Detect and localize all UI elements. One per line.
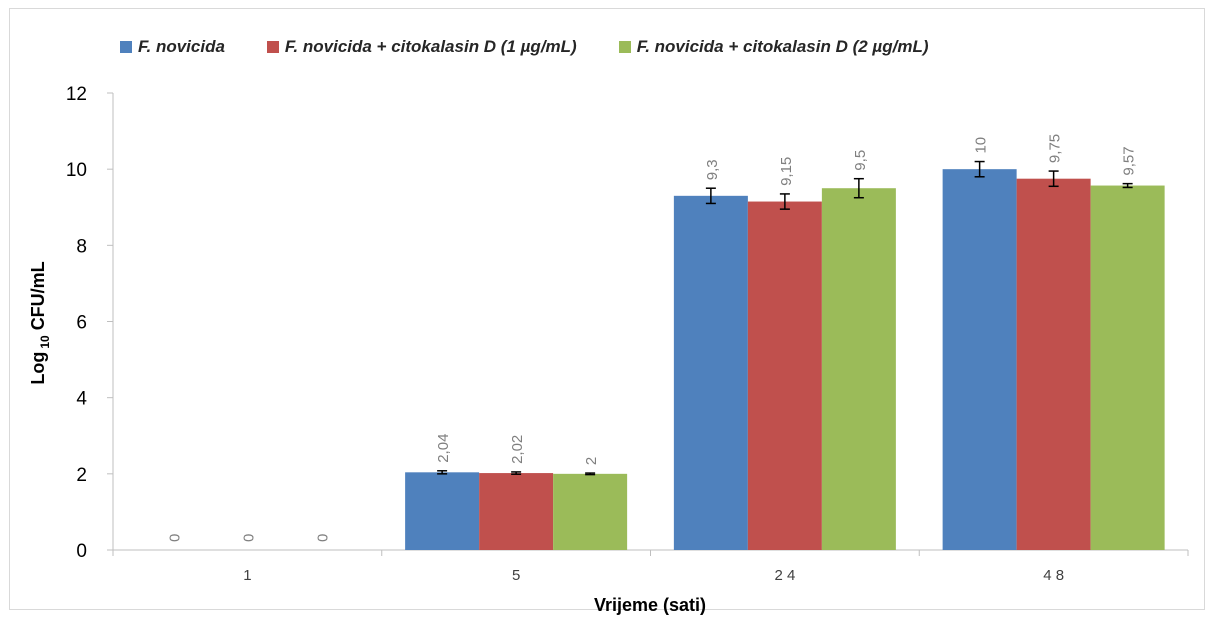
data-label: 0 xyxy=(166,534,183,542)
y-tick-label: 10 xyxy=(66,160,87,181)
data-labels: 0 2,04 9,3 10 0 2,02 9,15 9,75 0 2 9,5 9,57 xyxy=(166,134,1137,542)
data-label: 9,57 xyxy=(1121,146,1138,175)
bar xyxy=(942,169,1017,550)
legend-swatch-series-1 xyxy=(120,41,132,53)
legend-swatch-series-2 xyxy=(266,41,279,53)
bar xyxy=(1016,178,1091,550)
y-tick-label: 0 xyxy=(76,541,87,562)
x-tick-label: 1 xyxy=(243,567,251,584)
data-label: 2,04 xyxy=(435,434,452,463)
x-tick-label: 5 xyxy=(512,567,520,584)
legend: F. novicida F. novicida + citokalasin D … xyxy=(120,35,970,59)
legend-item-series-3: F. novicida + citokalasin D (2 µg/mL) xyxy=(618,37,929,57)
y-tick-label: 4 xyxy=(76,389,87,410)
y-axis-title-main: Log xyxy=(28,352,48,385)
data-label: 2,02 xyxy=(509,435,526,464)
data-label: 9,3 xyxy=(704,159,721,180)
data-label: 10 xyxy=(973,137,990,154)
y-axis-title-rest: CFU/mL xyxy=(28,261,48,335)
y-tick-label: 2 xyxy=(76,465,87,486)
data-label: 9,75 xyxy=(1047,134,1064,163)
legend-swatch-series-3 xyxy=(618,41,631,53)
x-axis-title: Vrijeme (sati) xyxy=(594,595,706,615)
data-label: 9,5 xyxy=(852,150,869,171)
bar xyxy=(821,188,896,551)
bar xyxy=(479,473,554,550)
chart-frame xyxy=(9,8,1205,610)
data-label: 0 xyxy=(240,534,257,542)
legend-item-series-2: F. novicida + citokalasin D (1 µg/mL) xyxy=(266,37,577,57)
y-tick-label: 8 xyxy=(76,236,87,257)
x-tick-label: 4 8 xyxy=(1043,567,1064,584)
bar xyxy=(1090,185,1165,551)
legend-label-series-3: F. novicida + citokalasin D (2 µg/mL) xyxy=(636,37,929,56)
y-axis-title-subscript: 10 xyxy=(38,335,52,349)
bar xyxy=(405,472,480,550)
legend-label-series-1: F. novicida xyxy=(138,37,225,56)
bars xyxy=(405,160,1165,551)
y-axis-title: Log 10 CFU/mL xyxy=(28,261,52,384)
y-tick-label: 12 xyxy=(66,84,87,105)
y-tick-label: 6 xyxy=(76,313,87,334)
bar xyxy=(553,473,628,550)
data-label: 9,15 xyxy=(778,157,795,186)
bar xyxy=(747,201,822,550)
bar xyxy=(673,195,748,550)
data-label: 2 xyxy=(583,457,600,465)
legend-label-series-2: F. novicida + citokalasin D (1 µg/mL) xyxy=(284,37,577,56)
x-tick-label: 2 4 xyxy=(774,567,795,584)
data-label: 0 xyxy=(314,534,331,542)
legend-item-series-1: F. novicida xyxy=(120,37,225,57)
